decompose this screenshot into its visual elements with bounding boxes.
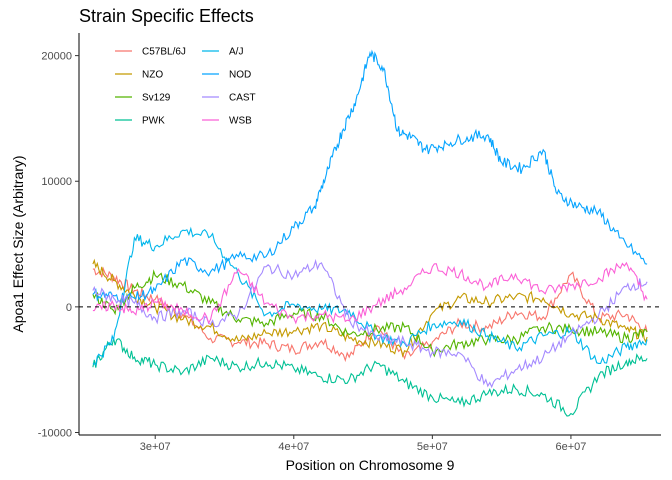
y-axis-ticks: -10000 0 10000 20000: [38, 51, 79, 439]
plot-area: [79, 49, 661, 417]
x-tick-label: 6e+07: [555, 441, 586, 453]
series-line-sv129: [92, 269, 648, 358]
legend-label: CAST: [229, 93, 256, 104]
legend-label: C57BL/6J: [142, 47, 186, 58]
series-line-nod: [92, 49, 648, 305]
legend-label: WSB: [229, 116, 252, 127]
legend-label: A/J: [229, 47, 243, 58]
y-tick-label: 20000: [41, 51, 72, 63]
y-tick-label: 0: [66, 302, 72, 314]
series-line-pwk: [92, 338, 648, 417]
x-tick-label: 4e+07: [278, 441, 309, 453]
series-line-cast: [92, 258, 648, 389]
legend-label: Sv129: [142, 93, 171, 104]
series-line-wsb: [92, 261, 648, 325]
legend: C57BL/6J NZO Sv129 PWK A/J NOD CAST WSB: [115, 47, 256, 127]
y-axis-title: Apoa1 Effect Size (Arbitrary): [10, 155, 26, 332]
x-tick-label: 5e+07: [417, 441, 448, 453]
legend-label: PWK: [142, 116, 165, 127]
legend-label: NZO: [142, 70, 163, 81]
chart-title: Strain Specific Effects: [79, 6, 254, 26]
x-tick-label: 3e+07: [140, 441, 171, 453]
series-layer: [92, 49, 648, 417]
series-line-a-j: [92, 226, 648, 366]
x-axis-ticks: 3e+07 4e+07 5e+07 6e+07: [140, 435, 586, 453]
y-tick-label: 10000: [41, 176, 72, 188]
x-axis-title: Position on Chromosome 9: [286, 457, 455, 473]
legend-label: NOD: [229, 70, 251, 81]
y-tick-label: -10000: [38, 427, 72, 439]
